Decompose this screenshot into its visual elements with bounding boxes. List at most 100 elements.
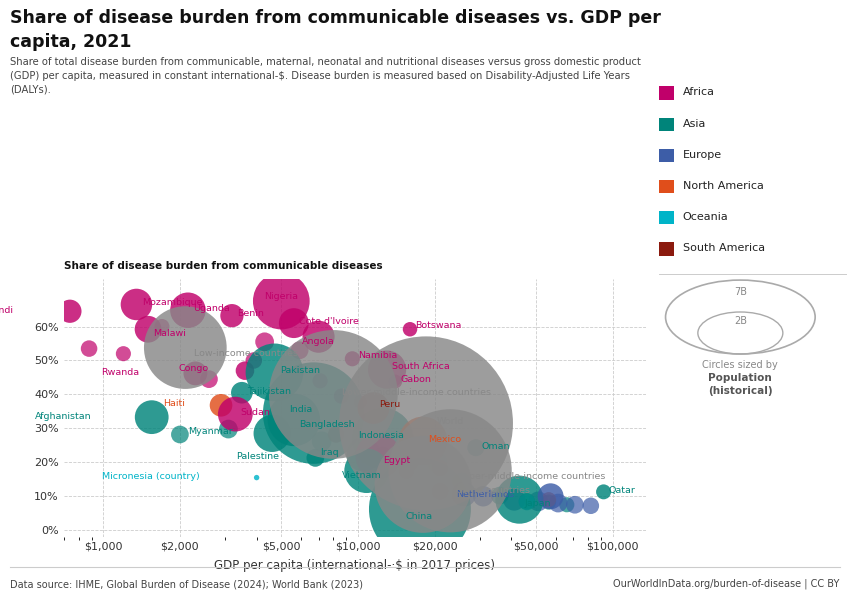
Text: Botswana: Botswana bbox=[416, 322, 462, 331]
Point bbox=[403, 325, 416, 334]
Text: Benin: Benin bbox=[237, 310, 264, 319]
Text: Data source: IHME, Global Burden of Disease (2024); World Bank (2023): Data source: IHME, Global Burden of Dise… bbox=[10, 579, 363, 589]
Point bbox=[354, 397, 367, 407]
Point bbox=[268, 368, 281, 377]
Text: Sudan: Sudan bbox=[241, 408, 270, 417]
Point bbox=[597, 487, 610, 497]
Text: Haiti: Haiti bbox=[163, 399, 184, 408]
Point bbox=[376, 451, 389, 460]
Point bbox=[189, 368, 202, 378]
Point bbox=[513, 495, 526, 505]
Text: Our World
in Data: Our World in Data bbox=[726, 12, 792, 41]
Point bbox=[403, 458, 416, 467]
Point bbox=[584, 501, 598, 511]
Point bbox=[116, 349, 130, 358]
Text: Qatar: Qatar bbox=[609, 485, 636, 494]
Point bbox=[314, 376, 327, 386]
Text: Iraq: Iraq bbox=[320, 448, 338, 457]
Text: Europe: Europe bbox=[683, 150, 722, 160]
Point bbox=[287, 319, 301, 328]
Point bbox=[380, 365, 394, 374]
Point bbox=[520, 497, 534, 507]
Point bbox=[214, 400, 228, 410]
Point bbox=[292, 346, 306, 355]
Text: Uganda: Uganda bbox=[193, 304, 230, 313]
Text: Africa: Africa bbox=[683, 88, 715, 97]
Point bbox=[568, 500, 581, 509]
Point bbox=[129, 299, 143, 309]
Point bbox=[346, 354, 360, 364]
Point bbox=[413, 505, 427, 514]
Text: Asia: Asia bbox=[683, 119, 706, 128]
Point bbox=[544, 491, 558, 501]
Text: Palestine: Palestine bbox=[236, 452, 279, 461]
Point bbox=[275, 296, 288, 306]
Text: South Africa: South Africa bbox=[393, 362, 451, 371]
Point bbox=[541, 495, 555, 505]
Text: Share of total disease burden from communicable, maternal, neonatal and nutritio: Share of total disease burden from commu… bbox=[10, 57, 641, 94]
Point bbox=[141, 325, 155, 334]
Point bbox=[181, 305, 195, 315]
Text: capita, 2021: capita, 2021 bbox=[10, 33, 132, 51]
Point bbox=[247, 356, 261, 365]
Text: Peru: Peru bbox=[379, 400, 400, 409]
Point bbox=[225, 311, 239, 320]
Text: Cote d'Ivoire: Cote d'Ivoire bbox=[299, 317, 359, 326]
Point bbox=[326, 389, 340, 399]
Point bbox=[400, 467, 413, 476]
Text: Tajikistan: Tajikistan bbox=[247, 386, 292, 395]
Point bbox=[476, 491, 490, 501]
Point bbox=[357, 450, 371, 460]
Point bbox=[82, 344, 96, 353]
Point bbox=[309, 453, 322, 463]
Text: 2B: 2B bbox=[734, 316, 747, 326]
Point bbox=[173, 430, 187, 439]
Point bbox=[400, 460, 413, 470]
Text: Oceania: Oceania bbox=[683, 212, 728, 222]
Point bbox=[258, 337, 271, 347]
Point bbox=[366, 403, 380, 413]
Point bbox=[416, 436, 430, 446]
Text: Afghanistan: Afghanistan bbox=[35, 412, 92, 421]
Point bbox=[431, 458, 445, 467]
Point bbox=[507, 495, 521, 505]
Text: World: World bbox=[437, 417, 464, 426]
Text: Vietnam: Vietnam bbox=[342, 471, 382, 480]
Point bbox=[416, 479, 430, 489]
Text: Pakistan: Pakistan bbox=[280, 366, 320, 375]
Point bbox=[457, 485, 471, 494]
Point bbox=[178, 343, 192, 352]
Text: India: India bbox=[289, 404, 312, 413]
Text: Burundi: Burundi bbox=[0, 306, 14, 315]
Point bbox=[493, 491, 507, 500]
Text: Namibia: Namibia bbox=[358, 351, 397, 360]
Text: Netherlands: Netherlands bbox=[456, 490, 514, 499]
Point bbox=[222, 424, 235, 434]
Point bbox=[388, 377, 402, 386]
Point bbox=[144, 412, 158, 422]
Point bbox=[371, 451, 385, 461]
Point bbox=[419, 418, 433, 428]
Point bbox=[455, 477, 468, 487]
Point bbox=[307, 408, 320, 418]
Point bbox=[457, 490, 471, 499]
Text: Oman: Oman bbox=[481, 442, 510, 451]
Point bbox=[469, 443, 483, 452]
Text: Population
(historical): Population (historical) bbox=[708, 373, 773, 396]
Point bbox=[235, 388, 249, 398]
Text: South America: South America bbox=[683, 244, 765, 253]
Text: Upper-middle-income countries: Upper-middle-income countries bbox=[456, 472, 605, 481]
Point bbox=[265, 428, 279, 438]
Text: Japan: Japan bbox=[524, 499, 552, 508]
Text: OurWorldInData.org/burden-of-disease | CC BY: OurWorldInData.org/burden-of-disease | C… bbox=[614, 578, 840, 589]
Text: Mozambique: Mozambique bbox=[142, 298, 202, 307]
Text: Share of disease burden from communicable diseases vs. GDP per: Share of disease burden from communicabl… bbox=[10, 9, 661, 27]
Text: Mexico: Mexico bbox=[428, 435, 462, 444]
Text: Nigeria: Nigeria bbox=[264, 292, 298, 301]
Text: Egypt: Egypt bbox=[383, 456, 411, 465]
Point bbox=[335, 391, 348, 401]
Text: Bangladesh: Bangladesh bbox=[299, 420, 354, 429]
Text: Rwanda: Rwanda bbox=[101, 368, 139, 377]
Text: Lower-middle-income countries: Lower-middle-income countries bbox=[342, 388, 490, 397]
Point bbox=[552, 498, 565, 508]
